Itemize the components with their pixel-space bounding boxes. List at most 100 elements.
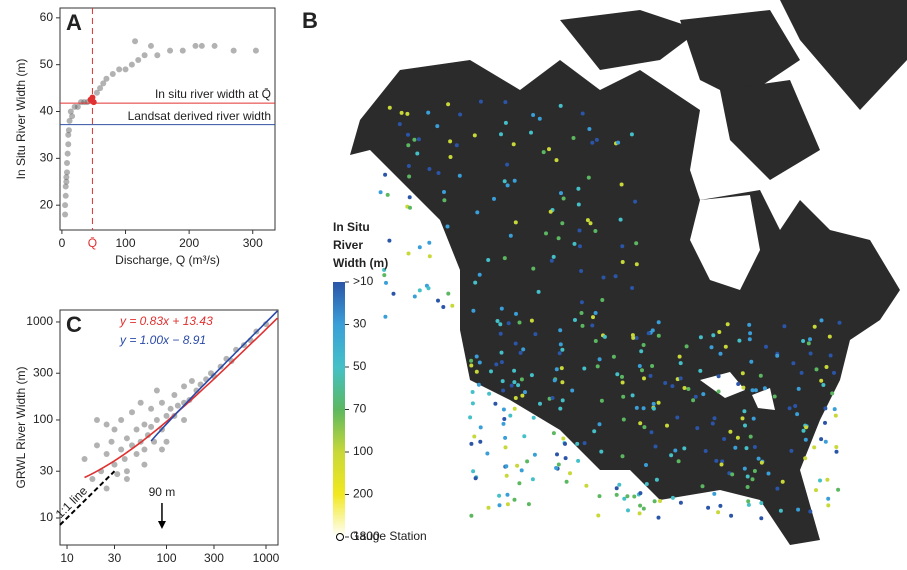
station-dot [427, 254, 432, 259]
point [179, 47, 186, 54]
station-dot [718, 503, 723, 508]
station-dot [472, 133, 477, 138]
point [211, 42, 218, 49]
station-dot [436, 171, 441, 175]
point [121, 455, 128, 462]
station-dot [582, 366, 587, 371]
station-dot [714, 458, 719, 463]
station-dot [644, 482, 649, 486]
station-dot [538, 401, 542, 406]
station-dot [752, 469, 757, 473]
station-dot [682, 446, 687, 451]
station-dot [682, 386, 687, 390]
station-dot [620, 380, 625, 385]
station-dot [814, 488, 818, 493]
station-dot [513, 220, 518, 225]
point [158, 399, 165, 406]
point [67, 108, 74, 115]
point [141, 446, 148, 453]
y-tick-label: 1000 [26, 314, 53, 328]
station-dot [458, 112, 463, 117]
station-dot [745, 485, 750, 489]
station-dot [505, 502, 510, 507]
fit-line [150, 310, 278, 442]
station-dot [801, 428, 806, 433]
station-dot [580, 323, 585, 328]
station-dot [516, 383, 521, 388]
station-dot [709, 345, 714, 350]
y-tick-label: 50 [40, 57, 54, 71]
station-dot [531, 266, 536, 271]
fit-label: y = 0.83x + 13.43 [119, 314, 213, 328]
station-dot [520, 393, 525, 398]
point [100, 80, 107, 87]
station-dot [743, 423, 747, 428]
station-dot [582, 441, 587, 446]
station-dot [474, 354, 479, 359]
station-dot [719, 462, 724, 467]
station-dot [552, 378, 557, 383]
station-dot [473, 476, 478, 481]
station-dot [568, 471, 572, 476]
station-dot [641, 343, 646, 347]
station-dot [601, 275, 606, 280]
station-dot [787, 406, 792, 411]
station-dot [498, 331, 503, 336]
station-dot [406, 143, 411, 148]
station-dot [519, 468, 524, 473]
station-dot [499, 350, 504, 355]
station-dot [417, 288, 422, 293]
point [171, 391, 178, 398]
colorbar-label: 30 [353, 317, 367, 331]
station-dot [471, 469, 476, 474]
station-dot [723, 344, 728, 349]
station-dot [615, 372, 620, 377]
station-dot [517, 320, 522, 325]
reference-label: In situ river width at Q̄ [155, 87, 271, 101]
station-dot [531, 415, 536, 420]
station-dot [748, 434, 753, 439]
station-dot [746, 502, 751, 507]
station-dot [758, 373, 763, 378]
point [63, 169, 70, 176]
station-dot [678, 361, 683, 366]
station-dot [648, 373, 653, 378]
station-dot [736, 382, 741, 386]
point [89, 94, 96, 101]
station-dot [470, 390, 475, 394]
station-dot [638, 421, 643, 426]
point [141, 52, 148, 59]
y-tick-label: 300 [33, 365, 53, 379]
station-dot [742, 409, 747, 414]
station-dot [737, 338, 742, 343]
station-dot [673, 448, 678, 453]
station-dot [469, 363, 474, 368]
station-dot [508, 233, 513, 238]
colorbar-title: River [333, 238, 363, 252]
point [228, 357, 235, 364]
greenland [780, 0, 907, 110]
station-dot [614, 492, 619, 497]
point [111, 461, 118, 468]
point [123, 468, 130, 475]
station-dot [532, 452, 537, 457]
station-dot [626, 508, 630, 513]
station-dot [590, 323, 595, 328]
point [65, 141, 72, 148]
station-dot [417, 245, 422, 250]
station-dot [599, 449, 604, 454]
y-tick-label: 30 [40, 463, 54, 477]
station-dot [576, 186, 581, 191]
station-dot [825, 477, 830, 482]
station-dot [700, 484, 705, 489]
station-dot [653, 444, 658, 449]
station-dot [752, 445, 757, 449]
station-dot [387, 238, 392, 243]
station-dot [804, 425, 809, 430]
station-dot [823, 420, 827, 425]
station-dot [834, 445, 839, 449]
station-dot [477, 360, 482, 365]
x-tick-label: 1000 [253, 551, 280, 565]
point [192, 42, 199, 49]
station-dot [557, 351, 562, 356]
